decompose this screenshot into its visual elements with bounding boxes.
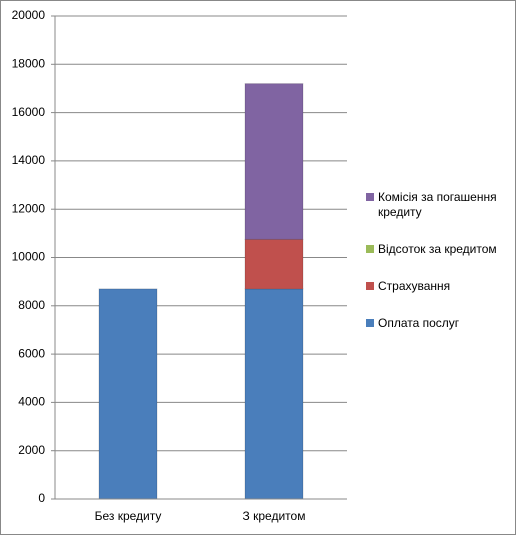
y-tick-label: 18000 <box>12 56 46 70</box>
y-tick-label: 10000 <box>12 250 46 264</box>
legend-label: Комісія за погашення кредиту <box>378 190 497 219</box>
y-tick-label: 16000 <box>12 105 46 119</box>
y-tick-label: 6000 <box>18 346 45 360</box>
legend-item: Відсоток за кредитом <box>366 242 506 257</box>
bar-segment <box>244 83 304 240</box>
legend-swatch <box>366 282 374 290</box>
legend-swatch <box>366 245 374 253</box>
bar-segment <box>244 288 304 500</box>
x-tick-label: З кредитом <box>243 509 306 523</box>
legend: Комісія за погашення кредиту Відсоток за … <box>366 190 506 353</box>
legend-item: Комісія за погашення кредиту <box>366 190 506 220</box>
y-tick-label: 4000 <box>18 395 45 409</box>
bar-segment <box>98 288 158 500</box>
y-tick-label: 2000 <box>18 443 45 457</box>
y-tick-label: 20000 <box>12 8 46 22</box>
y-tick-label: 12000 <box>12 201 46 215</box>
legend-label: Відсоток за кредитом <box>378 242 497 256</box>
legend-label: Страхування <box>378 279 451 293</box>
legend-label: Оплата послуг <box>378 316 460 330</box>
legend-swatch <box>366 319 374 327</box>
legend-item: Страхування <box>366 279 506 294</box>
y-tick-label: 0 <box>38 491 45 505</box>
y-tick-label: 14000 <box>12 153 46 167</box>
bar-segment <box>244 238 304 290</box>
legend-swatch <box>366 193 374 201</box>
y-tick-label: 8000 <box>18 298 45 312</box>
x-tick-label: Без кредиту <box>95 509 162 523</box>
legend-item: Оплата послуг <box>366 316 506 331</box>
